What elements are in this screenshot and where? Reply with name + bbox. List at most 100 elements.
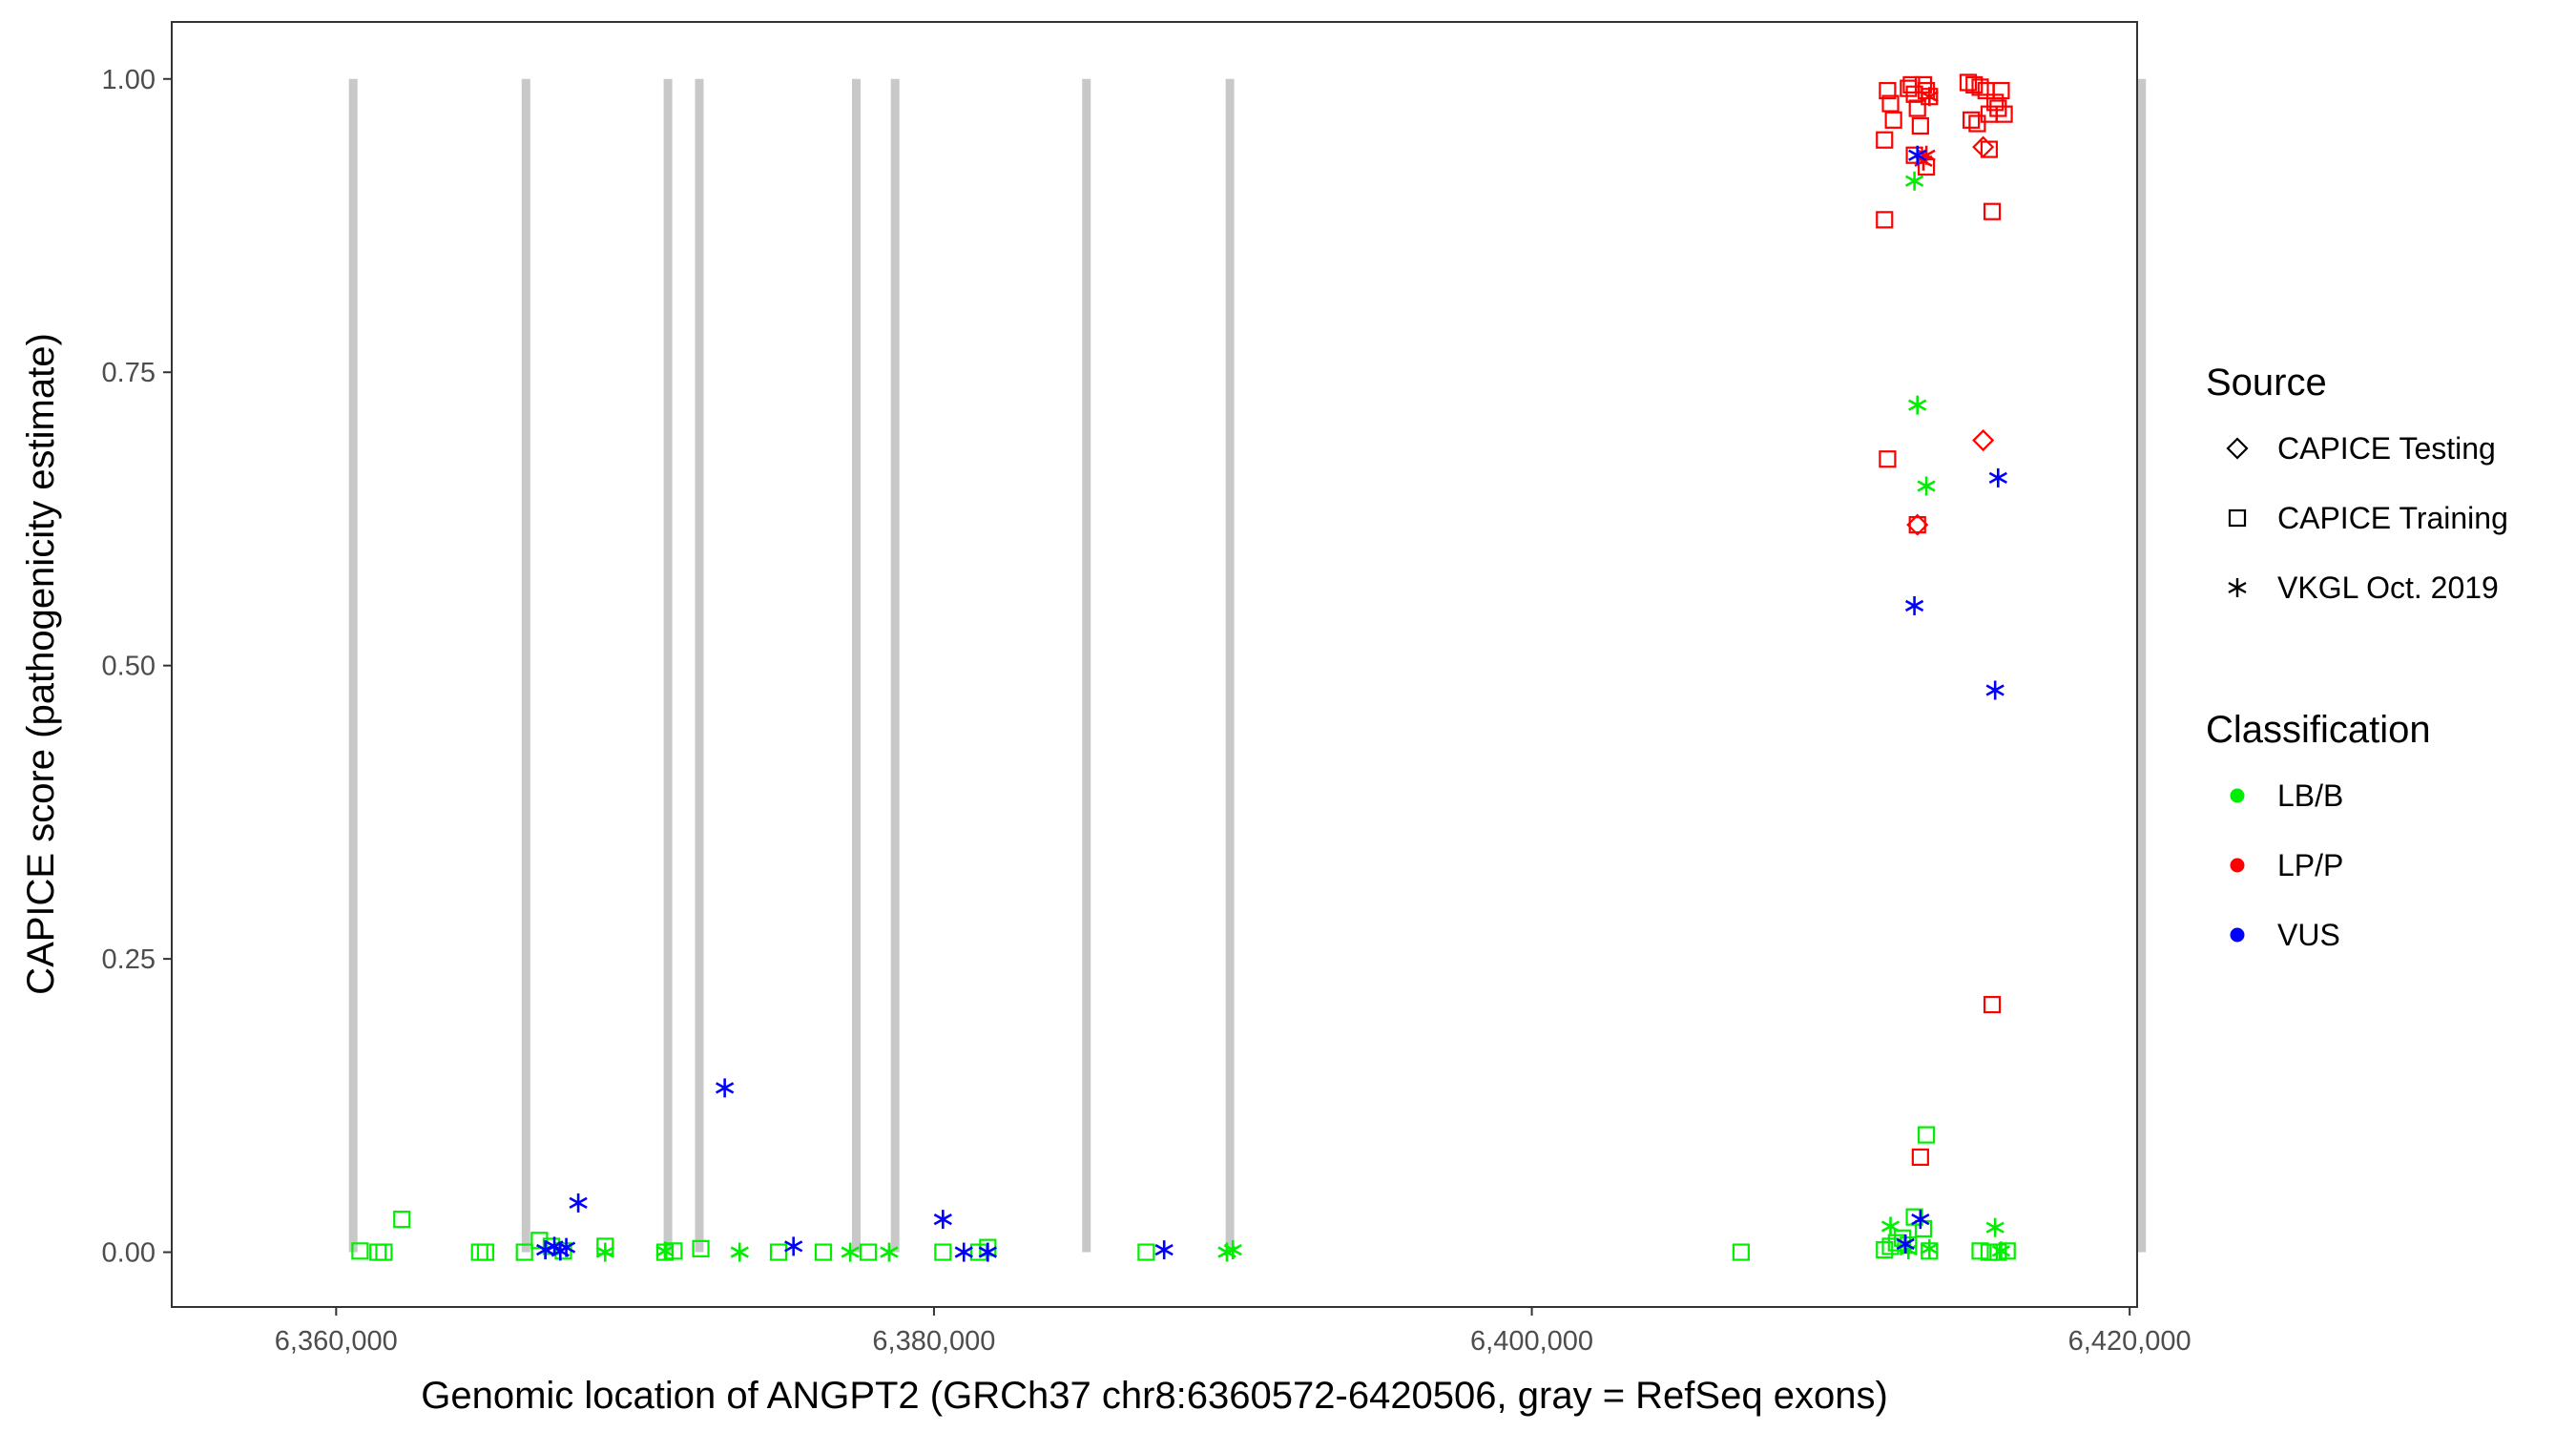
x-tick-label: 6,400,000 bbox=[1470, 1326, 1593, 1357]
point-square bbox=[1137, 1243, 1155, 1261]
exon-bar bbox=[521, 78, 530, 1253]
legend: Source CAPICE Testing CAPICE Training VK… bbox=[2206, 362, 2508, 952]
point-asterisk bbox=[556, 1237, 576, 1257]
point-square bbox=[1995, 105, 2013, 123]
point-square bbox=[1959, 73, 1978, 92]
legend-label-vus: VUS bbox=[2277, 918, 2340, 952]
point-square bbox=[515, 1243, 533, 1261]
point-square bbox=[1963, 111, 1981, 129]
point-square bbox=[470, 1243, 488, 1261]
legend-item-capice-testing: CAPICE Testing bbox=[2226, 431, 2496, 466]
point-diamond bbox=[1972, 135, 1995, 158]
y-tick-label: 0.50 bbox=[102, 652, 156, 682]
point-square bbox=[934, 1243, 952, 1261]
point-square bbox=[1911, 1148, 1929, 1167]
point-asterisk bbox=[1896, 1234, 1915, 1254]
legend-item-lp-p: LP/P bbox=[2230, 848, 2343, 882]
square-icon bbox=[2228, 508, 2247, 528]
legend-title-classification: Classification bbox=[2206, 709, 2431, 751]
point-asterisk bbox=[1920, 1238, 1939, 1258]
point-asterisk bbox=[784, 1236, 803, 1256]
point-square bbox=[476, 1243, 495, 1261]
point-asterisk bbox=[1904, 595, 1924, 615]
dot-icon-red bbox=[2230, 858, 2245, 873]
point-square bbox=[1905, 1208, 1923, 1226]
plot-panel-border bbox=[171, 21, 2138, 1308]
point-asterisk bbox=[933, 1210, 952, 1230]
point-asterisk bbox=[1904, 171, 1924, 191]
point-asterisk bbox=[1991, 1241, 2011, 1261]
point-asterisk bbox=[655, 1241, 675, 1261]
point-square bbox=[1908, 515, 1926, 534]
point-square bbox=[1971, 1242, 1989, 1260]
x-axis-title: Genomic location of ANGPT2 (GRCh37 chr8:… bbox=[421, 1375, 1888, 1417]
y-tick-label: 0.75 bbox=[102, 358, 156, 388]
legend-item-vus: VUS bbox=[2230, 918, 2340, 952]
point-square bbox=[1980, 140, 1999, 158]
point-asterisk bbox=[595, 1242, 614, 1262]
point-square bbox=[351, 1242, 369, 1260]
point-diamond bbox=[1972, 428, 1995, 452]
exon-bar bbox=[1225, 78, 1235, 1253]
exon-bar bbox=[348, 78, 358, 1253]
point-square bbox=[1905, 146, 1923, 164]
point-square bbox=[1989, 99, 2007, 117]
point-diamond bbox=[1906, 513, 1929, 536]
exon-bar bbox=[890, 78, 900, 1253]
dot-icon-blue bbox=[2230, 927, 2245, 943]
legend-label-vkgl: VKGL Oct. 2019 bbox=[2277, 570, 2499, 605]
x-tick-label: 6,360,000 bbox=[275, 1326, 398, 1357]
point-asterisk bbox=[1917, 476, 1936, 496]
point-asterisk bbox=[1988, 467, 2007, 487]
exon-bar bbox=[851, 78, 861, 1253]
point-asterisk bbox=[730, 1242, 749, 1262]
legend-item-lb-b: LB/B bbox=[2230, 778, 2343, 813]
point-square bbox=[1881, 94, 1900, 113]
point-square bbox=[814, 1243, 833, 1261]
point-asterisk bbox=[715, 1078, 735, 1098]
legend-title-source: Source bbox=[2206, 362, 2327, 404]
asterisk-icon bbox=[2228, 578, 2247, 597]
point-square bbox=[1918, 1126, 1936, 1144]
exon-bars bbox=[348, 78, 2147, 1253]
x-tick-label: 6,420,000 bbox=[2068, 1326, 2192, 1357]
legend-label-capice-training: CAPICE Training bbox=[2277, 501, 2508, 535]
point-asterisk bbox=[1908, 395, 1927, 415]
point-square bbox=[1879, 450, 1897, 468]
x-axis: 6,360,000 6,380,000 6,400,000 6,420,000 bbox=[275, 1307, 2192, 1357]
exon-bar bbox=[2137, 78, 2147, 1253]
legend-label-lb-b: LB/B bbox=[2277, 778, 2343, 813]
legend-item-vkgl: VKGL Oct. 2019 bbox=[2228, 570, 2499, 605]
point-square bbox=[1965, 75, 1984, 94]
legend-label-lp-p: LP/P bbox=[2277, 848, 2343, 882]
point-square bbox=[969, 1243, 988, 1261]
exon-bar bbox=[663, 78, 673, 1253]
y-tick-label: 0.00 bbox=[102, 1238, 156, 1269]
diamond-icon bbox=[2226, 437, 2249, 460]
point-square bbox=[1911, 116, 1929, 135]
point-asterisk bbox=[536, 1240, 555, 1260]
point-asterisk bbox=[1154, 1240, 1174, 1260]
point-square bbox=[1971, 78, 1989, 96]
point-square bbox=[692, 1239, 710, 1257]
point-square bbox=[1876, 211, 1894, 229]
y-axis-title: CAPICE score (pathogenicity estimate) bbox=[20, 333, 62, 995]
legend-label-capice-testing: CAPICE Testing bbox=[2277, 431, 2496, 466]
point-asterisk bbox=[1920, 87, 1939, 107]
exon-bar bbox=[1082, 78, 1091, 1253]
point-square bbox=[1884, 111, 1902, 129]
point-asterisk bbox=[880, 1242, 899, 1262]
y-tick-label: 1.00 bbox=[102, 65, 156, 95]
point-square bbox=[1876, 131, 1894, 149]
point-square bbox=[1983, 202, 2002, 220]
point-square bbox=[859, 1243, 878, 1261]
point-square bbox=[769, 1243, 788, 1261]
point-square bbox=[1732, 1243, 1750, 1261]
point-square bbox=[375, 1243, 393, 1261]
point-square bbox=[1986, 93, 2005, 112]
point-asterisk bbox=[841, 1242, 860, 1262]
point-asterisk bbox=[569, 1192, 588, 1213]
point-asterisk bbox=[978, 1242, 997, 1262]
point-asterisk bbox=[954, 1242, 973, 1262]
